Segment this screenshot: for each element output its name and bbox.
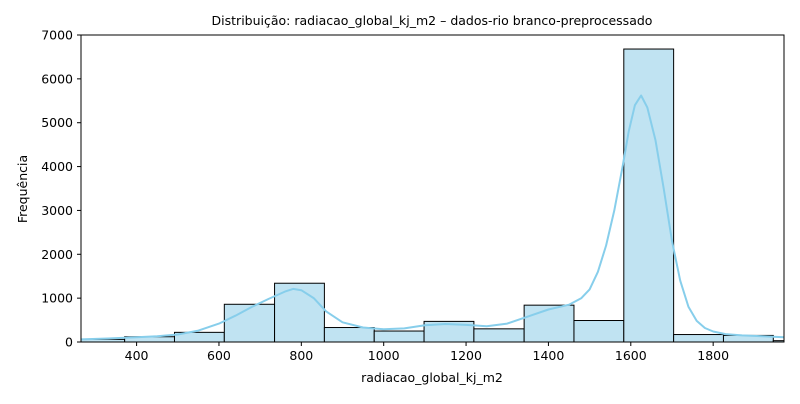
y-tick-label: 6000 bbox=[41, 71, 73, 86]
histogram-bar bbox=[223, 303, 276, 343]
y-tick-label: 1000 bbox=[41, 291, 73, 306]
plot-area-frame bbox=[80, 34, 785, 343]
x-tick-label: 800 bbox=[289, 348, 313, 363]
x-tick-label: 1800 bbox=[697, 348, 729, 363]
chart-title: Distribuição: radiacao_global_kj_m2 – da… bbox=[212, 13, 653, 28]
x-axis-label: radiacao_global_kj_m2 bbox=[361, 370, 503, 385]
y-tick-label: 7000 bbox=[41, 28, 73, 43]
x-axis: 400 600 800 1000 1200 1400 1600 1800 bbox=[125, 342, 729, 363]
histogram-bar bbox=[523, 304, 575, 343]
x-tick-label: 1200 bbox=[450, 348, 482, 363]
histogram-bar bbox=[573, 320, 625, 343]
y-tick-label: 2000 bbox=[41, 247, 73, 262]
y-tick-label: 0 bbox=[65, 335, 73, 350]
kde-layer bbox=[80, 94, 785, 341]
y-tick-label: 3000 bbox=[41, 203, 73, 218]
kde-curve bbox=[80, 94, 785, 341]
x-tick-label: 1400 bbox=[533, 348, 565, 363]
histogram-bar bbox=[623, 48, 675, 343]
histogram-bar bbox=[373, 330, 425, 343]
x-tick-label: 1600 bbox=[615, 348, 647, 363]
y-tick-label: 4000 bbox=[41, 159, 73, 174]
y-axis: 0 1000 2000 3000 4000 5000 6000 7000 bbox=[41, 28, 81, 350]
histogram-bar bbox=[323, 327, 375, 343]
bars-layer bbox=[80, 48, 785, 343]
y-axis-label: Frequência bbox=[15, 155, 30, 223]
histogram-bar bbox=[673, 334, 724, 343]
y-tick-label: 5000 bbox=[41, 115, 73, 130]
histogram-bar bbox=[473, 328, 525, 343]
x-tick-label: 1000 bbox=[368, 348, 400, 363]
x-tick-label: 600 bbox=[207, 348, 231, 363]
x-tick-label: 400 bbox=[125, 348, 149, 363]
